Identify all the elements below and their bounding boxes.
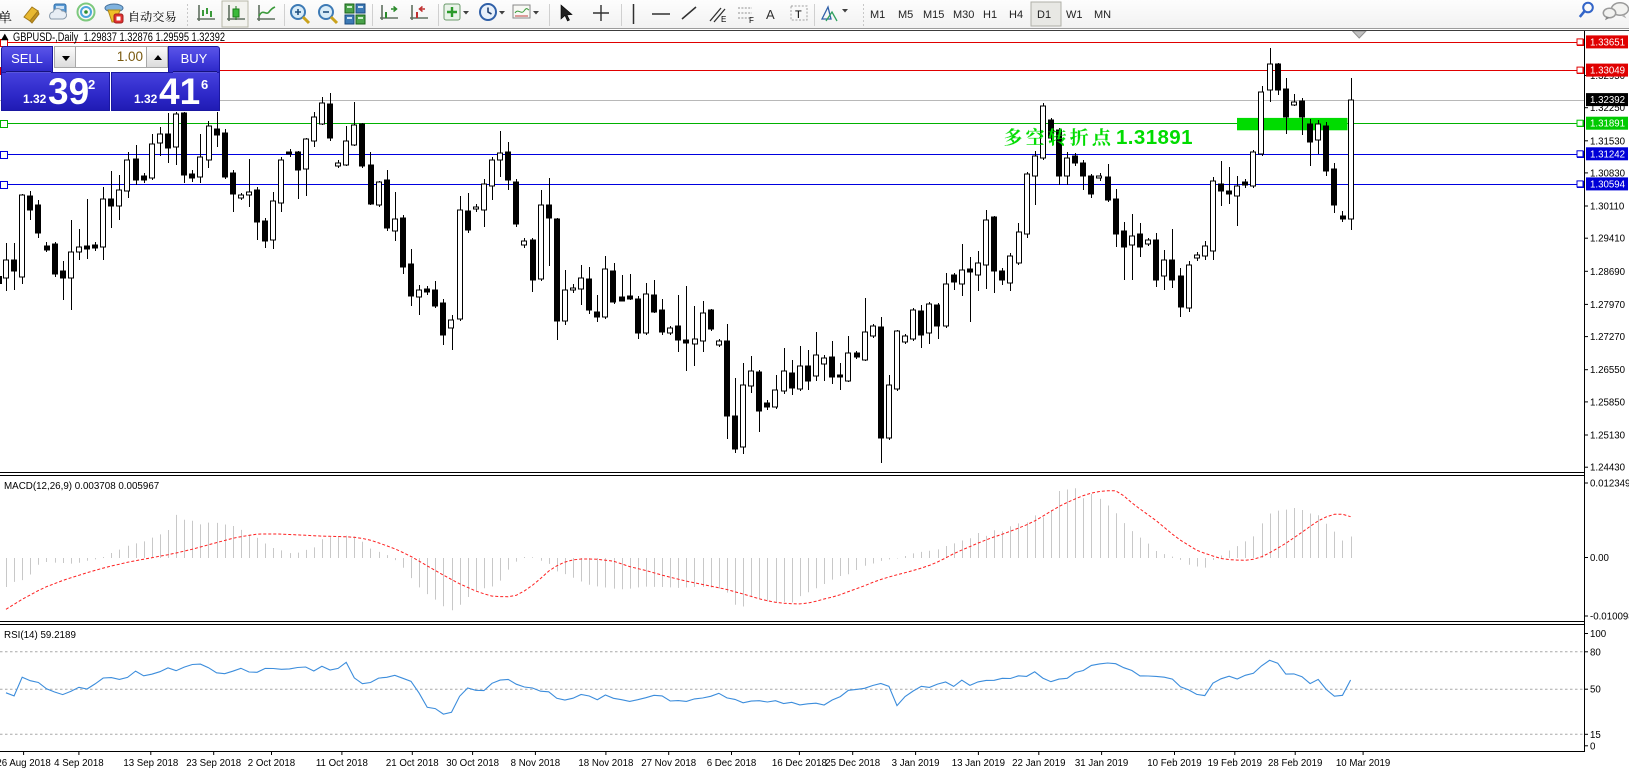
svg-text:F: F — [749, 16, 754, 25]
svg-text:0.012349: 0.012349 — [1590, 479, 1629, 490]
svg-text:15: 15 — [1590, 730, 1601, 741]
svg-text:M5: M5 — [898, 9, 913, 21]
svg-text:-0.010098: -0.010098 — [1590, 612, 1629, 623]
svg-text:4 Sep 2018: 4 Sep 2018 — [54, 758, 104, 769]
svg-text:D1: D1 — [1037, 9, 1051, 21]
svg-text:1.26550: 1.26550 — [1590, 365, 1626, 376]
svg-text:1.31891: 1.31891 — [1590, 119, 1625, 130]
svg-text:A: A — [766, 7, 775, 22]
svg-text:21 Oct 2018: 21 Oct 2018 — [386, 758, 439, 769]
svg-text:11 Oct 2018: 11 Oct 2018 — [316, 758, 368, 769]
svg-text:23 Sep 2018: 23 Sep 2018 — [186, 758, 241, 769]
svg-text:1.24430: 1.24430 — [1590, 463, 1626, 474]
svg-text:26 Aug 2018: 26 Aug 2018 — [0, 758, 51, 769]
svg-text:16 Dec 2018: 16 Dec 2018 — [772, 758, 827, 769]
svg-text:1.28690: 1.28690 — [1590, 267, 1626, 278]
svg-text:8 Nov 2018: 8 Nov 2018 — [511, 758, 561, 769]
svg-text:1.32250: 1.32250 — [1590, 103, 1626, 114]
svg-text:25 Dec 2018: 25 Dec 2018 — [825, 758, 880, 769]
svg-text:2 Oct 2018: 2 Oct 2018 — [248, 758, 295, 769]
svg-text:19 Feb 2019: 19 Feb 2019 — [1208, 758, 1262, 769]
svg-text:1.32392: 1.32392 — [1590, 95, 1625, 106]
svg-text:1.30110: 1.30110 — [1590, 202, 1625, 213]
svg-text:H4: H4 — [1009, 9, 1023, 21]
svg-text:0.00: 0.00 — [1590, 553, 1609, 564]
svg-text:M1: M1 — [870, 9, 885, 21]
svg-text:50: 50 — [1590, 685, 1601, 696]
svg-text:MN: MN — [1094, 9, 1111, 21]
svg-text:30 Oct 2018: 30 Oct 2018 — [446, 758, 499, 769]
svg-text:GBPUSD-,Daily 1.29837 1.32876: GBPUSD-,Daily 1.29837 1.32876 1.29595 1.… — [13, 32, 225, 44]
svg-text:RSI(14) 59.2189: RSI(14) 59.2189 — [4, 630, 76, 641]
svg-text:1.31242: 1.31242 — [1590, 149, 1625, 160]
svg-text:1.29410: 1.29410 — [1590, 234, 1626, 245]
svg-text:MACD(12,26,9) 0.003708 0.00596: MACD(12,26,9) 0.003708 0.005967 — [4, 481, 159, 492]
svg-text:1.25850: 1.25850 — [1590, 397, 1626, 408]
svg-text:18 Nov 2018: 18 Nov 2018 — [578, 758, 633, 769]
svg-text:13 Jan 2019: 13 Jan 2019 — [952, 758, 1005, 769]
svg-text:31 Jan 2019: 31 Jan 2019 — [1075, 758, 1128, 769]
svg-text:M15: M15 — [923, 9, 944, 21]
svg-text:10 Mar 2019: 10 Mar 2019 — [1336, 758, 1390, 769]
svg-text:T: T — [795, 9, 802, 21]
svg-text:H1: H1 — [983, 9, 997, 21]
svg-text:W1: W1 — [1066, 9, 1083, 21]
svg-text:E: E — [721, 15, 726, 24]
svg-text:1.31891: 1.31891 — [1116, 126, 1193, 149]
svg-text:28 Feb 2019: 28 Feb 2019 — [1268, 758, 1322, 769]
svg-text:1.33049: 1.33049 — [1590, 66, 1625, 77]
svg-text:M30: M30 — [953, 9, 974, 21]
svg-text:0: 0 — [1590, 741, 1596, 752]
svg-text:1.27970: 1.27970 — [1590, 300, 1626, 311]
svg-text:1.27270: 1.27270 — [1590, 332, 1626, 343]
svg-text:1.33651: 1.33651 — [1590, 37, 1625, 48]
svg-text:27 Nov 2018: 27 Nov 2018 — [641, 758, 696, 769]
svg-text:1.31530: 1.31530 — [1590, 136, 1626, 147]
svg-text:100: 100 — [1590, 629, 1607, 640]
svg-text:6 Dec 2018: 6 Dec 2018 — [707, 758, 757, 769]
svg-text:22 Jan 2019: 22 Jan 2019 — [1012, 758, 1065, 769]
svg-text:1.30594: 1.30594 — [1590, 179, 1626, 190]
svg-text:1.25130: 1.25130 — [1590, 431, 1626, 442]
svg-text:3 Jan 2019: 3 Jan 2019 — [892, 758, 940, 769]
svg-text:13 Sep 2018: 13 Sep 2018 — [123, 758, 178, 769]
svg-text:80: 80 — [1590, 647, 1601, 658]
svg-text:1.30830: 1.30830 — [1590, 168, 1626, 179]
svg-text:10 Feb 2019: 10 Feb 2019 — [1147, 758, 1201, 769]
